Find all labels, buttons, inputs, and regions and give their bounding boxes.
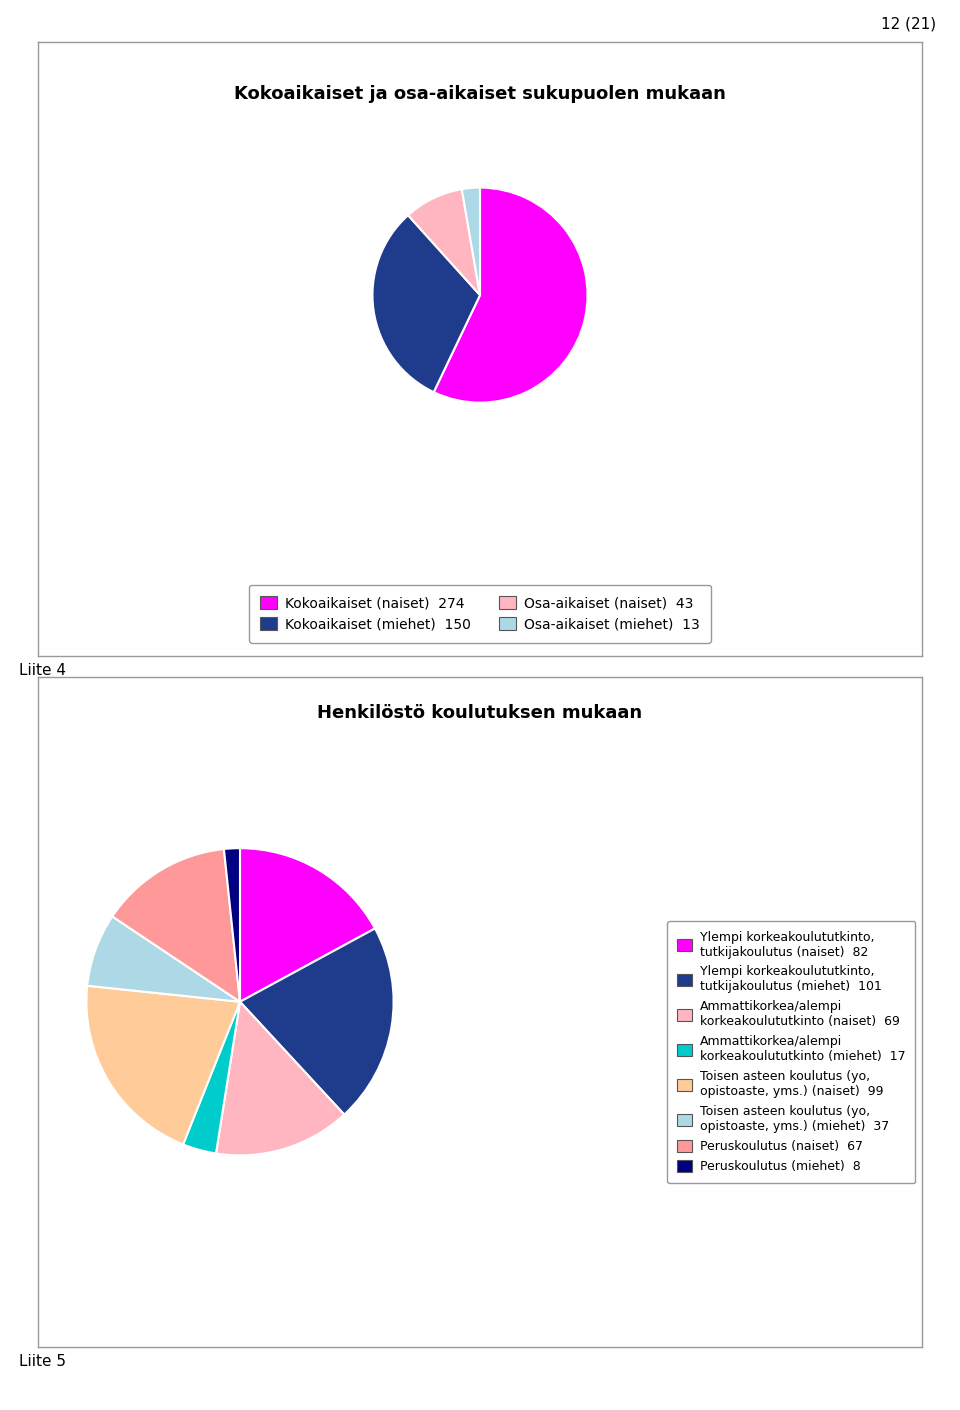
Text: 12 (21): 12 (21) [881,17,936,32]
Wedge shape [86,986,240,1145]
Wedge shape [240,849,375,1001]
Text: Liite 4: Liite 4 [19,663,66,678]
Wedge shape [87,916,240,1001]
Wedge shape [240,928,394,1114]
Wedge shape [183,1001,240,1153]
Wedge shape [408,189,480,295]
Legend: Kokoaikaiset (naiset)  274, Kokoaikaiset (miehet)  150, Osa-aikaiset (naiset)  4: Kokoaikaiset (naiset) 274, Kokoaikaiset … [250,585,710,643]
Wedge shape [462,188,480,295]
Wedge shape [216,1001,345,1155]
Text: Liite 5: Liite 5 [19,1354,66,1369]
Legend: Ylempi korkeakoulututkinto,
tutkijakoulutus (naiset)  82, Ylempi korkeakoulututk: Ylempi korkeakoulututkinto, tutkijakoulu… [667,921,915,1183]
Text: Kokoaikaiset ja osa-aikaiset sukupuolen mukaan: Kokoaikaiset ja osa-aikaiset sukupuolen … [234,85,726,103]
Wedge shape [112,849,240,1001]
Wedge shape [372,216,480,392]
Text: Henkilöstö koulutuksen mukaan: Henkilöstö koulutuksen mukaan [318,704,642,722]
Wedge shape [434,188,588,403]
Wedge shape [224,849,240,1001]
